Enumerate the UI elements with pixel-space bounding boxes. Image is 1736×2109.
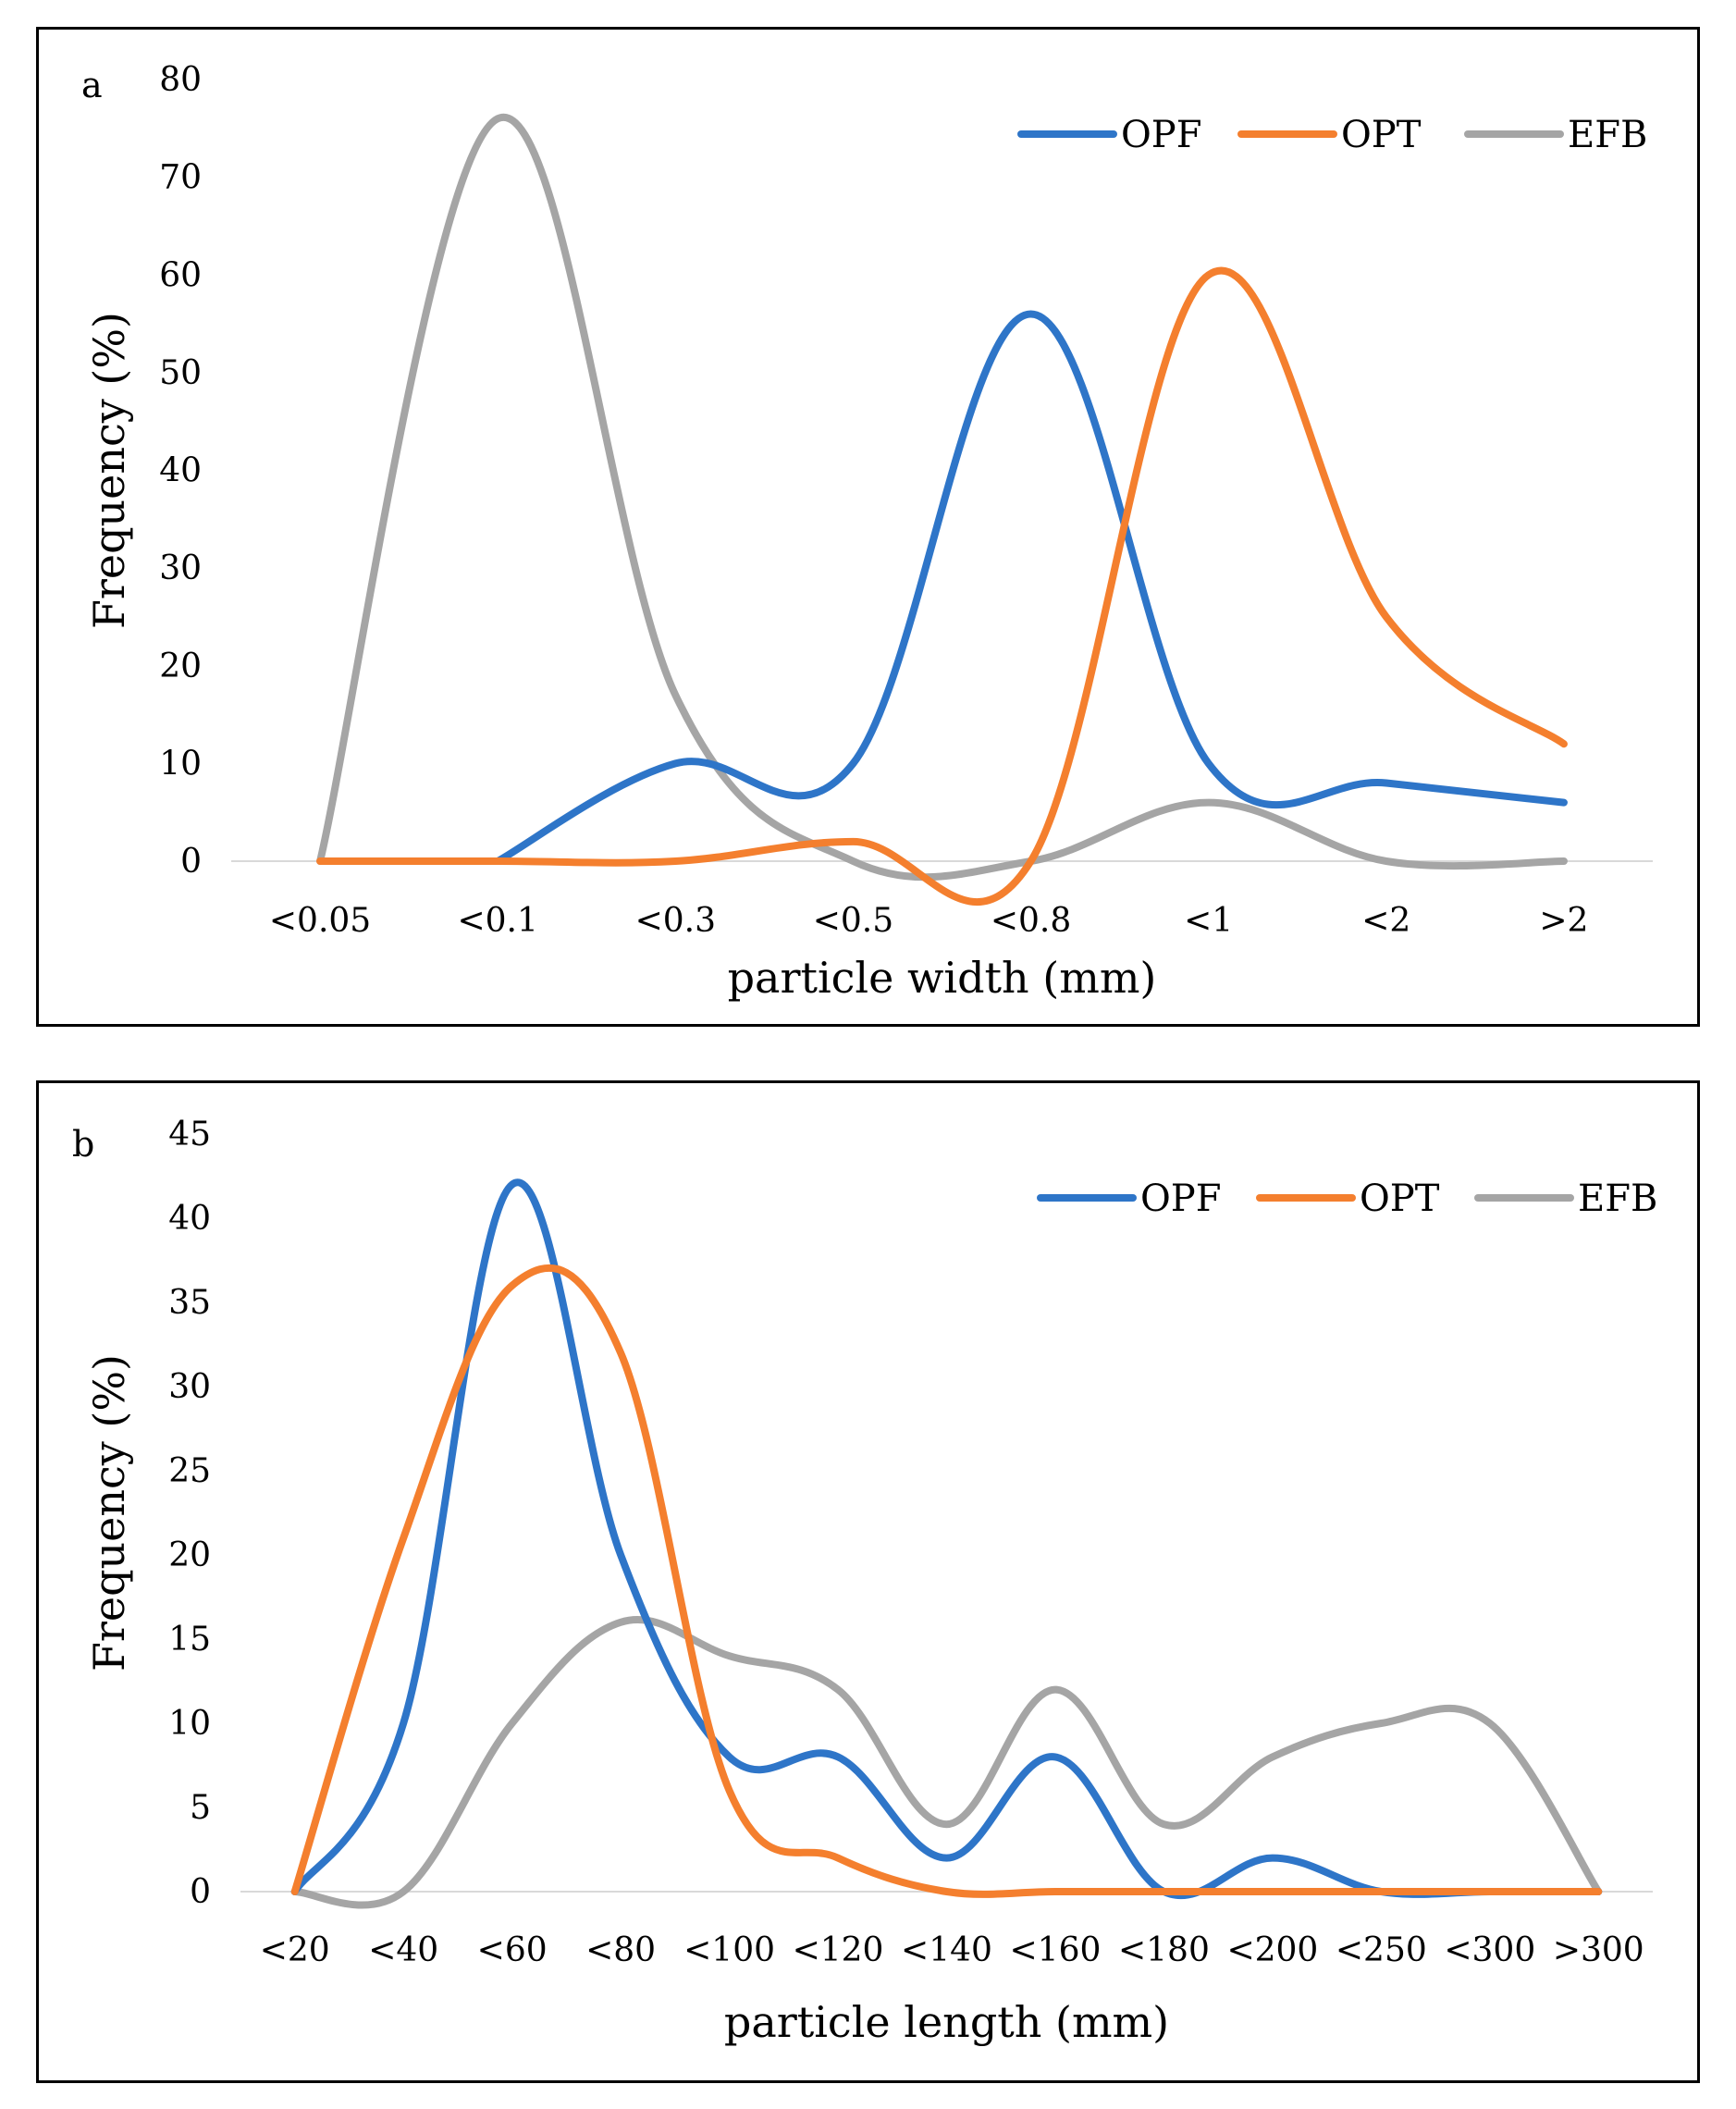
x-axis-title: particle width (mm): [728, 953, 1157, 1003]
x-tick-label: <20: [260, 1931, 330, 1969]
y-tick-label: 40: [159, 452, 202, 490]
y-tick-label: 35: [168, 1284, 211, 1322]
x-axis-title: particle length (mm): [724, 1997, 1169, 2047]
panel-label: a: [81, 65, 103, 105]
y-tick-label: 10: [159, 745, 202, 783]
x-tick-label: <100: [683, 1931, 775, 1969]
x-tick-label: <140: [901, 1931, 992, 1969]
x-tick-label: <0.1: [457, 902, 537, 940]
x-tick-label: <1: [1184, 902, 1233, 940]
series-line-efb: [316, 113, 1568, 882]
y-tick-label: 40: [168, 1200, 211, 1238]
y-tick-label: 60: [159, 256, 202, 294]
x-tick-label: <80: [585, 1931, 656, 1969]
series-line-efb: [290, 1616, 1603, 1909]
x-tick-label: >2: [1539, 902, 1588, 940]
series-line-opf: [494, 310, 1568, 865]
y-tick-label: 0: [190, 1873, 211, 1911]
legend-label-opt: OPT: [1341, 114, 1422, 156]
y-tick-label: 50: [159, 354, 202, 392]
series-line-opf: [290, 1178, 1603, 1900]
panel-label: b: [72, 1124, 94, 1165]
x-tick-label: <60: [477, 1931, 548, 1969]
length-distribution-chart: b 0 5 10 15 20 25 30 35 40 45 <20 <40 <60 <80 <100 <120 <…: [72, 1116, 1657, 2047]
y-tick-label: 5: [190, 1789, 211, 1827]
y-tick-label: 70: [159, 159, 202, 197]
chart-panel-width: a 0 10 20 30 40 50 60 70 80 <0.05 <0.1 <0.3 <0.5 <0.8 <…: [36, 27, 1700, 1027]
x-tick-label: <300: [1444, 1931, 1535, 1969]
y-tick-label: 15: [168, 1621, 211, 1659]
y-tick-label: 10: [168, 1705, 211, 1743]
y-tick-label: 30: [159, 549, 202, 587]
x-tick-label: <40: [368, 1931, 438, 1969]
x-tick-label: <250: [1336, 1931, 1427, 1969]
y-axis-title: Frequency (%): [84, 312, 134, 629]
legend-label-opf: OPF: [1140, 1178, 1221, 1220]
y-tick-label: 20: [168, 1536, 211, 1574]
legend-label-opt: OPT: [1360, 1178, 1440, 1220]
x-tick-label: <160: [1010, 1931, 1102, 1969]
y-axis-title: Frequency (%): [84, 1354, 134, 1671]
y-tick-label: 25: [168, 1452, 211, 1490]
chart-panel-length: b 0 5 10 15 20 25 30 35 40 45 <20 <40 <60 <80 <100 <120 <…: [36, 1080, 1700, 2083]
y-tick-label: 80: [159, 61, 202, 99]
series-line-opt: [290, 1264, 1603, 1898]
y-tick-label: 45: [168, 1116, 211, 1153]
x-tick-label: <200: [1226, 1931, 1318, 1969]
y-tick-label: 20: [159, 648, 202, 685]
legend-label-efb: EFB: [1568, 114, 1647, 156]
x-tick-label: <0.5: [813, 902, 893, 940]
legend-label-efb: EFB: [1578, 1178, 1657, 1220]
x-tick-label: <0.3: [635, 902, 716, 940]
x-tick-label: >300: [1553, 1931, 1644, 1969]
width-distribution-chart: a 0 10 20 30 40 50 60 70 80 <0.05 <0.1 <0.3 <0.5 <0.8 <…: [81, 61, 1653, 1003]
y-tick-label: 0: [180, 843, 202, 881]
x-tick-label: <2: [1361, 902, 1410, 940]
series-line-opt: [316, 266, 1568, 906]
x-tick-label: <0.05: [269, 902, 371, 940]
y-tick-label: 30: [168, 1368, 211, 1406]
legend-label-opf: OPF: [1121, 114, 1201, 156]
x-tick-label: <0.8: [991, 902, 1071, 940]
x-tick-label: <120: [793, 1931, 884, 1969]
x-tick-label: <180: [1118, 1931, 1210, 1969]
